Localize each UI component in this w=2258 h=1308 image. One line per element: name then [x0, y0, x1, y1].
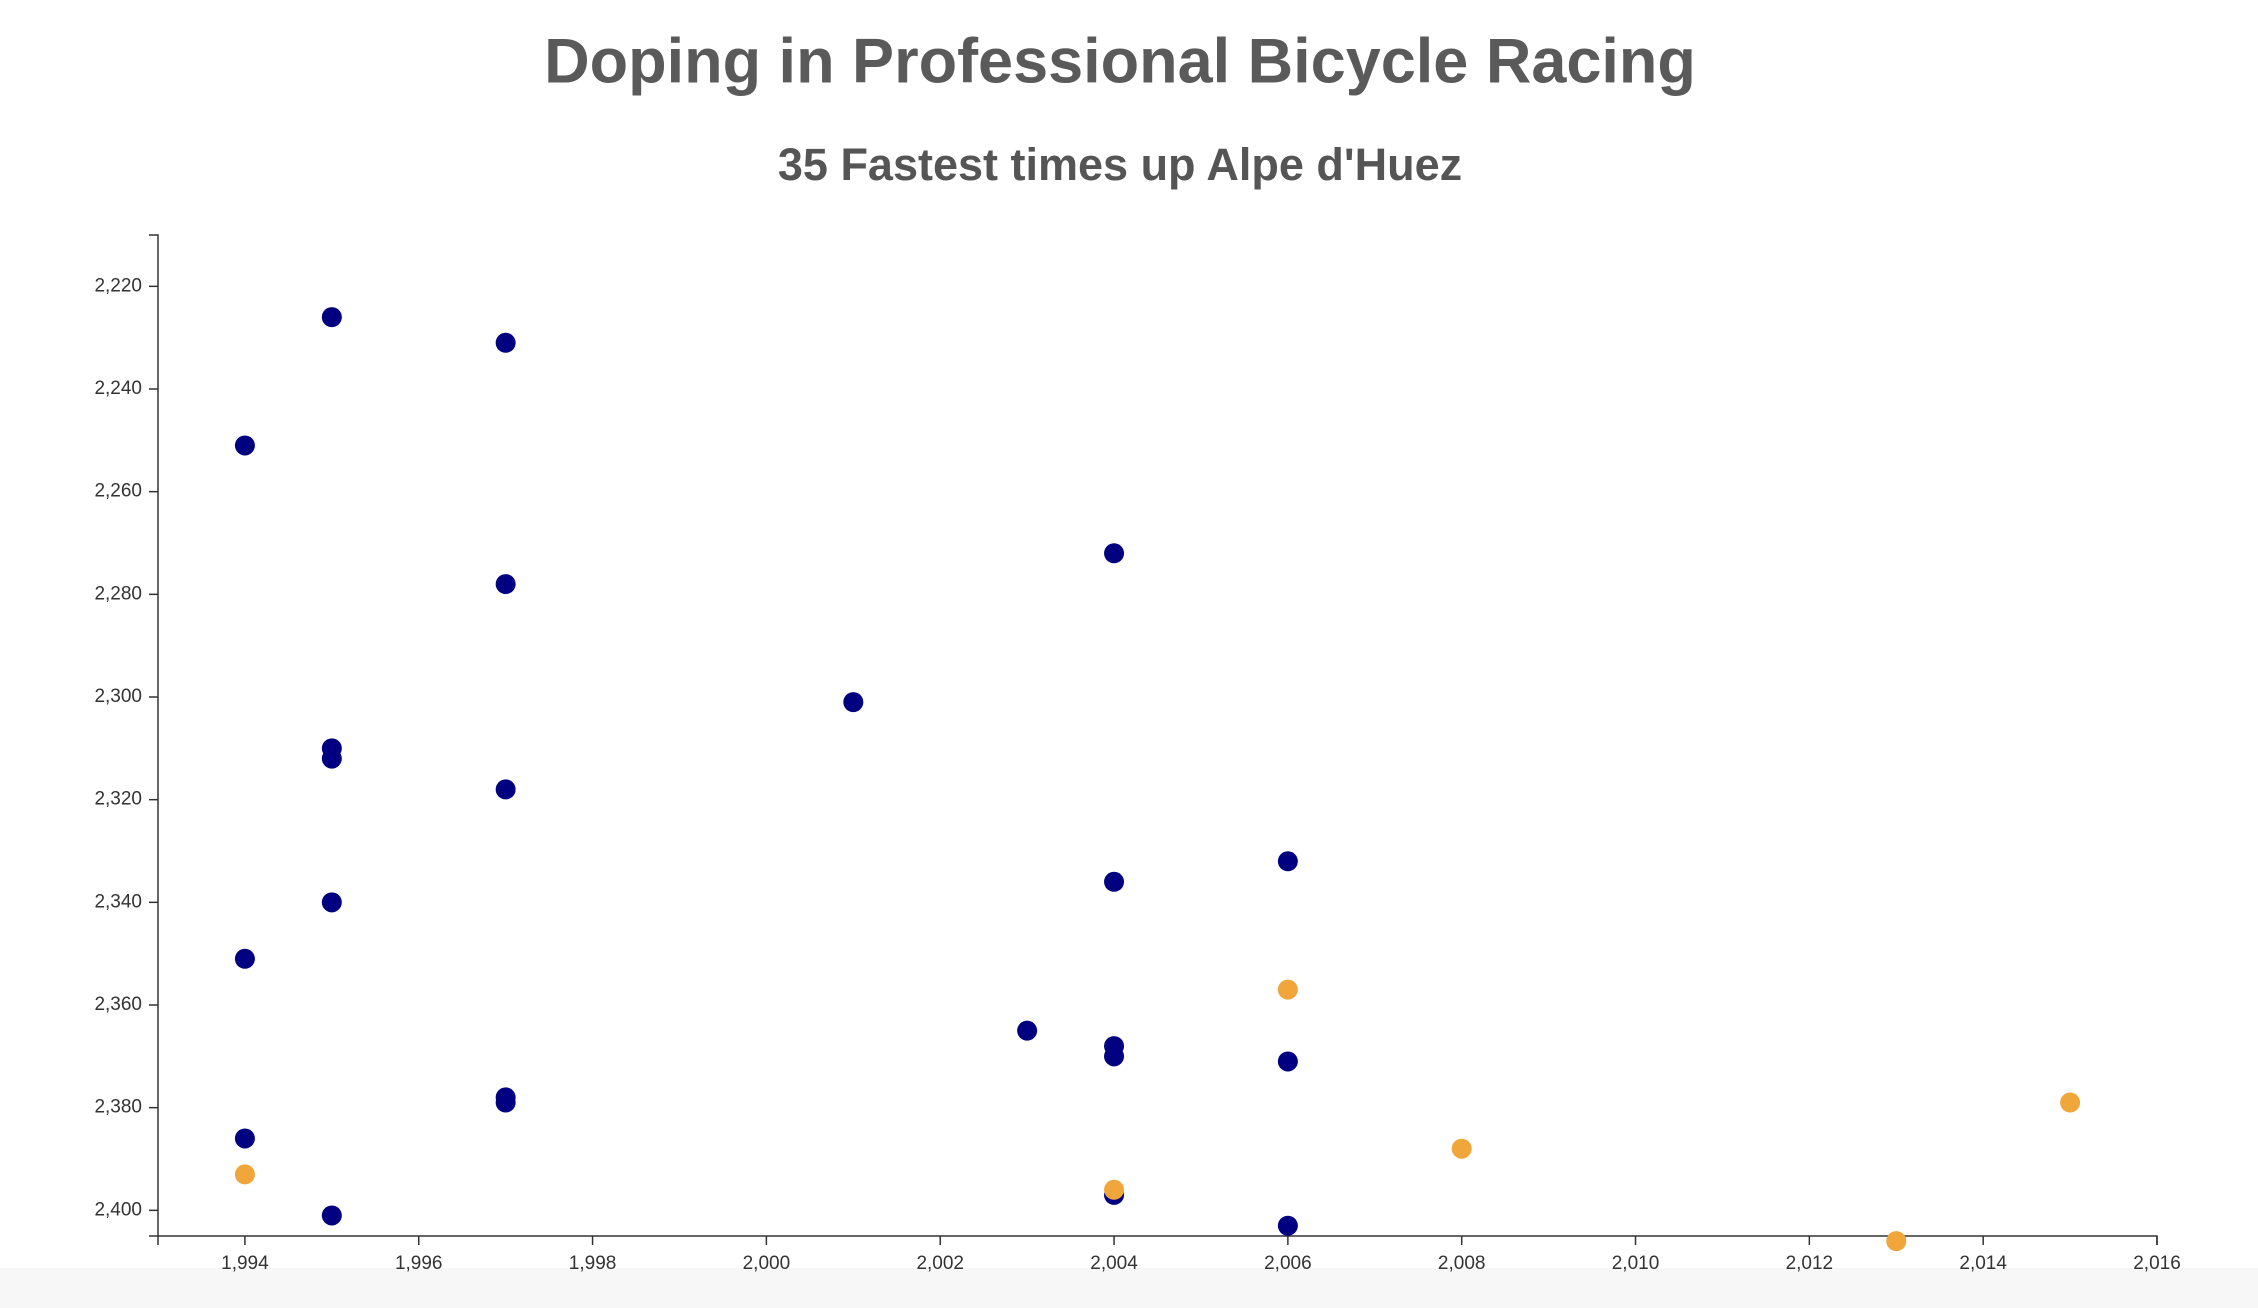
dot — [321, 1205, 342, 1226]
dot — [495, 779, 516, 800]
y-tick-label: 2,360 — [94, 994, 142, 1015]
dot — [234, 1164, 255, 1185]
dot — [234, 435, 255, 456]
dot — [321, 307, 342, 328]
dot — [321, 748, 342, 769]
y-tick-label: 2,300 — [94, 686, 142, 707]
x-tick-label: 1,996 — [395, 1253, 443, 1274]
dot — [495, 1092, 516, 1113]
chart-title: Doping in Professional Bicycle Racing — [544, 27, 1696, 97]
y-tick-label: 2,340 — [94, 891, 142, 912]
dot — [1104, 1179, 1125, 1200]
y-tick-label: 2,220 — [94, 275, 142, 296]
y-tick-label: 2,260 — [94, 481, 142, 502]
x-tick-label: 2,010 — [1612, 1253, 1660, 1274]
dot — [234, 1128, 255, 1149]
x-tick-label: 1,994 — [221, 1253, 269, 1274]
dot — [843, 692, 864, 713]
dot — [1104, 871, 1125, 892]
x-tick-label: 2,000 — [743, 1253, 791, 1274]
y-tick-label: 2,400 — [94, 1199, 142, 1220]
x-tick-label: 2,014 — [1959, 1253, 2007, 1274]
x-tick-label: 2,002 — [916, 1253, 964, 1274]
x-tick-label: 2,008 — [1438, 1253, 1486, 1274]
dot — [234, 948, 255, 969]
dot — [1104, 1046, 1125, 1067]
y-tick-label: 2,240 — [94, 378, 142, 399]
dot — [1886, 1231, 1907, 1252]
dot — [1277, 979, 1298, 1000]
dot — [1017, 1020, 1038, 1041]
x-tick-label: 2,012 — [1786, 1253, 1834, 1274]
dot — [1277, 1215, 1298, 1236]
dot — [495, 332, 516, 353]
dot — [1451, 1138, 1472, 1159]
y-tick-label: 2,380 — [94, 1097, 142, 1118]
y-tick-label: 2,280 — [94, 583, 142, 604]
dot — [1277, 1051, 1298, 1072]
y-axis — [149, 234, 159, 1237]
x-axis — [157, 1235, 2158, 1245]
x-tick-label: 1,998 — [569, 1253, 617, 1274]
x-tick-label: 2,006 — [1264, 1253, 1312, 1274]
dot — [1104, 543, 1125, 564]
x-tick-label: 2,016 — [2133, 1253, 2181, 1274]
dot — [321, 892, 342, 913]
chart-subtitle: 35 Fastest times up Alpe d'Huez — [778, 139, 1462, 190]
y-tick-label: 2,320 — [94, 789, 142, 810]
dot — [2060, 1092, 2081, 1113]
dot — [495, 574, 516, 595]
dot — [1277, 851, 1298, 872]
footer-strip — [0, 1268, 2258, 1308]
x-tick-label: 2,004 — [1090, 1253, 1138, 1274]
